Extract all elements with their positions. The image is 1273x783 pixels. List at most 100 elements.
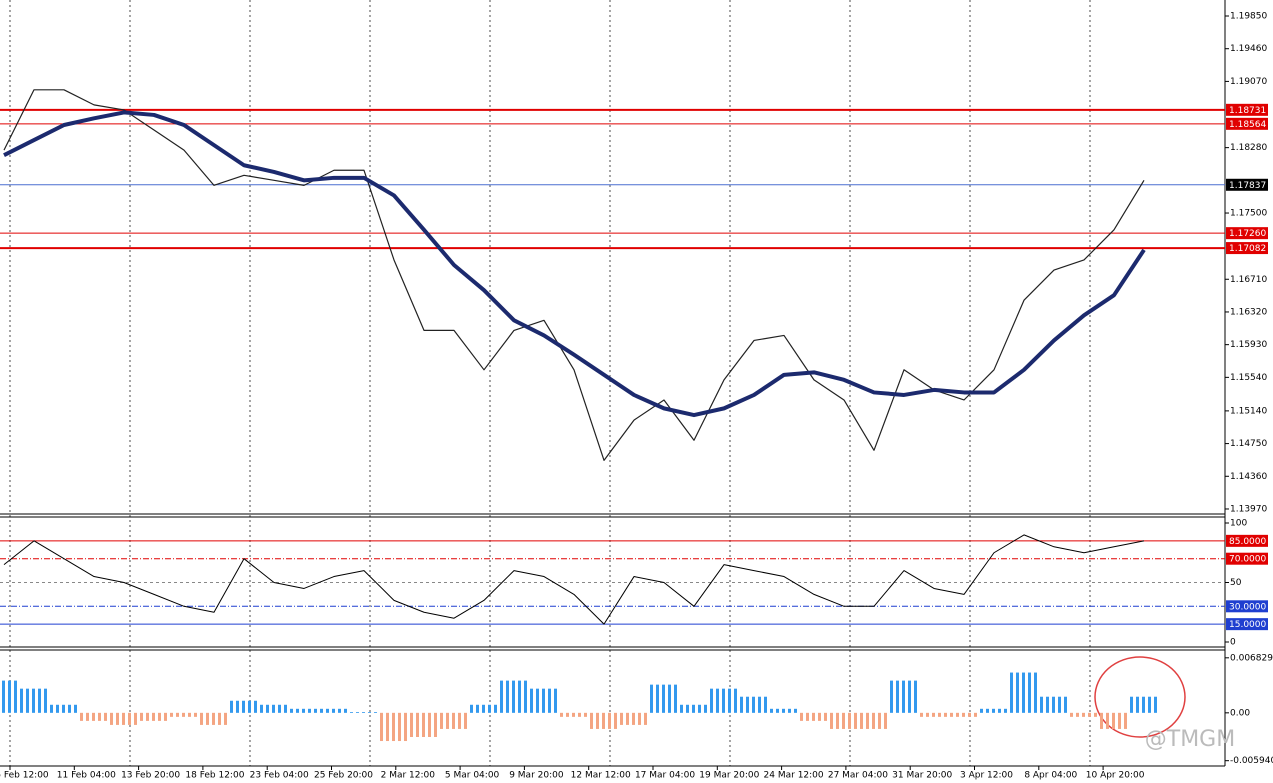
histogram-bar	[212, 712, 215, 725]
histogram-bar	[356, 712, 359, 713]
level-label-box	[1226, 600, 1268, 613]
histogram-bar	[632, 712, 635, 725]
histogram-bar	[500, 680, 503, 713]
histogram-bar	[824, 712, 827, 721]
y-tick-label: 0.0068298	[1230, 653, 1273, 663]
y-tick-label: 0.00	[1230, 708, 1250, 718]
histogram-bar	[776, 708, 779, 713]
histogram-bar	[572, 712, 575, 717]
histogram-bar	[638, 712, 641, 725]
histogram-bar	[800, 712, 803, 721]
histogram-bar	[710, 688, 713, 713]
histogram-bar	[1142, 696, 1145, 713]
y-tick-label: 0	[1230, 638, 1236, 648]
histogram-bar	[902, 680, 905, 713]
y-tick-label: 50	[1230, 578, 1242, 588]
histogram-bar	[428, 712, 431, 737]
histogram-bar	[1130, 696, 1133, 713]
histogram-bar	[938, 712, 941, 717]
histogram-bar	[704, 704, 707, 713]
histogram-bar	[662, 684, 665, 713]
histogram-bar	[914, 680, 917, 713]
histogram-bar	[692, 704, 695, 713]
histogram-bar	[806, 712, 809, 721]
histogram-bar	[1154, 696, 1157, 713]
histogram-bar	[1112, 712, 1115, 729]
histogram-bar	[812, 712, 815, 721]
histogram-bar	[14, 680, 17, 713]
histogram-bar	[248, 700, 251, 713]
histogram-bar	[518, 680, 521, 713]
histogram-bar	[236, 700, 239, 713]
histogram-bar	[182, 712, 185, 717]
histogram-bar	[416, 712, 419, 737]
histogram-bar	[296, 708, 299, 713]
histogram-bar	[656, 684, 659, 713]
histogram-bar	[788, 708, 791, 713]
histogram-bar	[530, 688, 533, 713]
x-tick-label: 19 Mar 20:00	[699, 771, 759, 781]
level-label: 1.18564	[1229, 120, 1266, 130]
x-tick-label: 24 Mar 12:00	[764, 771, 824, 781]
y-tick-label: 1.14750	[1230, 439, 1267, 449]
histogram-bar	[1016, 672, 1019, 713]
x-tick-label: 8 Apr 04:00	[1024, 771, 1077, 781]
histogram-bar	[1046, 696, 1049, 713]
level-label-box	[1226, 227, 1268, 240]
y-tick-label: 1.13970	[1230, 504, 1267, 514]
histogram-bar	[986, 708, 989, 713]
y-tick-label: -0.005940	[1230, 756, 1273, 766]
histogram-bar	[1052, 696, 1055, 713]
histogram-bar	[722, 688, 725, 713]
histogram-bar	[470, 704, 473, 713]
histogram-bar	[158, 712, 161, 721]
histogram-bar	[116, 712, 119, 725]
histogram-bar	[26, 688, 29, 713]
histogram-bar	[242, 700, 245, 713]
histogram-bar	[86, 712, 89, 721]
level-label: 30.0000	[1229, 602, 1266, 612]
histogram-bar	[698, 704, 701, 713]
level-label-box	[1226, 618, 1268, 631]
histogram-bar	[590, 712, 593, 729]
y-tick-label: 1.15140	[1230, 406, 1267, 416]
histogram-bar	[476, 704, 479, 713]
level-label-box	[1226, 103, 1268, 116]
histogram-bar	[374, 712, 377, 713]
y-tick-label: 100	[1230, 519, 1247, 529]
histogram-bar	[968, 712, 971, 717]
histogram-bar	[566, 712, 569, 717]
histogram-bar	[458, 712, 461, 729]
histogram-bar	[740, 696, 743, 713]
histogram-bar	[1040, 696, 1043, 713]
histogram-bar	[524, 680, 527, 713]
histogram-bar	[890, 680, 893, 713]
histogram-bar	[140, 712, 143, 721]
highlight-circle	[1094, 656, 1186, 738]
histogram-bar	[452, 712, 455, 729]
histogram-bar	[542, 688, 545, 713]
histogram-bar	[1022, 672, 1025, 713]
histogram-bar	[8, 680, 11, 713]
histogram-bar	[320, 708, 323, 713]
histogram-bar	[194, 712, 197, 717]
histogram-bar	[830, 712, 833, 729]
y-tick-label: 1.16320	[1230, 307, 1267, 317]
y-tick-label: 1.15540	[1230, 373, 1267, 383]
histogram-bar	[1100, 712, 1103, 729]
histogram-bar	[854, 712, 857, 729]
histogram-bar	[548, 688, 551, 713]
histogram-bar	[932, 712, 935, 717]
series-line	[3, 89, 1145, 461]
histogram-bar	[866, 712, 869, 729]
histogram-bar	[488, 704, 491, 713]
histogram-bar	[350, 712, 353, 713]
histogram-bar	[224, 712, 227, 725]
level-label: 1.17260	[1229, 229, 1266, 239]
histogram-bar	[1136, 696, 1139, 713]
histogram-bar	[680, 704, 683, 713]
histogram-bar	[668, 684, 671, 713]
y-tick-label: 1.16710	[1230, 275, 1267, 285]
